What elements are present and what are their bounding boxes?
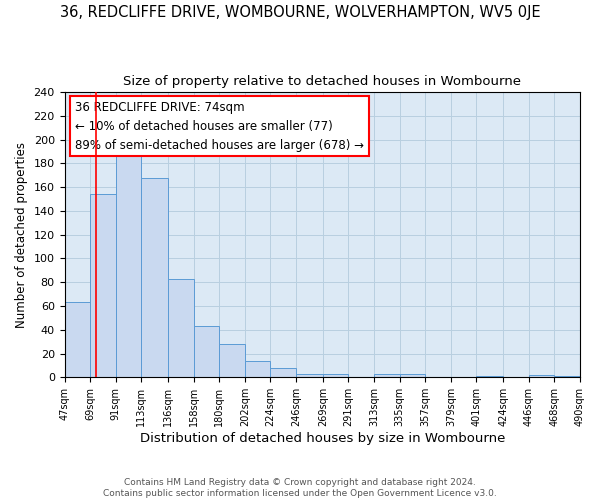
Bar: [142, 178, 168, 378]
Bar: [554, 376, 580, 378]
Bar: [296, 374, 323, 378]
Y-axis label: Number of detached properties: Number of detached properties: [15, 142, 28, 328]
Bar: [194, 326, 219, 378]
Bar: [219, 344, 245, 378]
Bar: [529, 375, 554, 378]
X-axis label: Distribution of detached houses by size in Wombourne: Distribution of detached houses by size …: [140, 432, 505, 445]
Bar: [400, 374, 425, 378]
Bar: [323, 374, 349, 378]
Text: 36 REDCLIFFE DRIVE: 74sqm
← 10% of detached houses are smaller (77)
89% of semi-: 36 REDCLIFFE DRIVE: 74sqm ← 10% of detac…: [75, 100, 364, 152]
Bar: [476, 376, 503, 378]
Bar: [168, 278, 194, 378]
Bar: [116, 149, 142, 378]
Bar: [245, 360, 271, 378]
Bar: [65, 302, 90, 378]
Text: 36, REDCLIFFE DRIVE, WOMBOURNE, WOLVERHAMPTON, WV5 0JE: 36, REDCLIFFE DRIVE, WOMBOURNE, WOLVERHA…: [59, 5, 541, 20]
Bar: [374, 374, 400, 378]
Title: Size of property relative to detached houses in Wombourne: Size of property relative to detached ho…: [123, 75, 521, 88]
Text: Contains HM Land Registry data © Crown copyright and database right 2024.
Contai: Contains HM Land Registry data © Crown c…: [103, 478, 497, 498]
Bar: [90, 194, 116, 378]
Bar: [271, 368, 296, 378]
